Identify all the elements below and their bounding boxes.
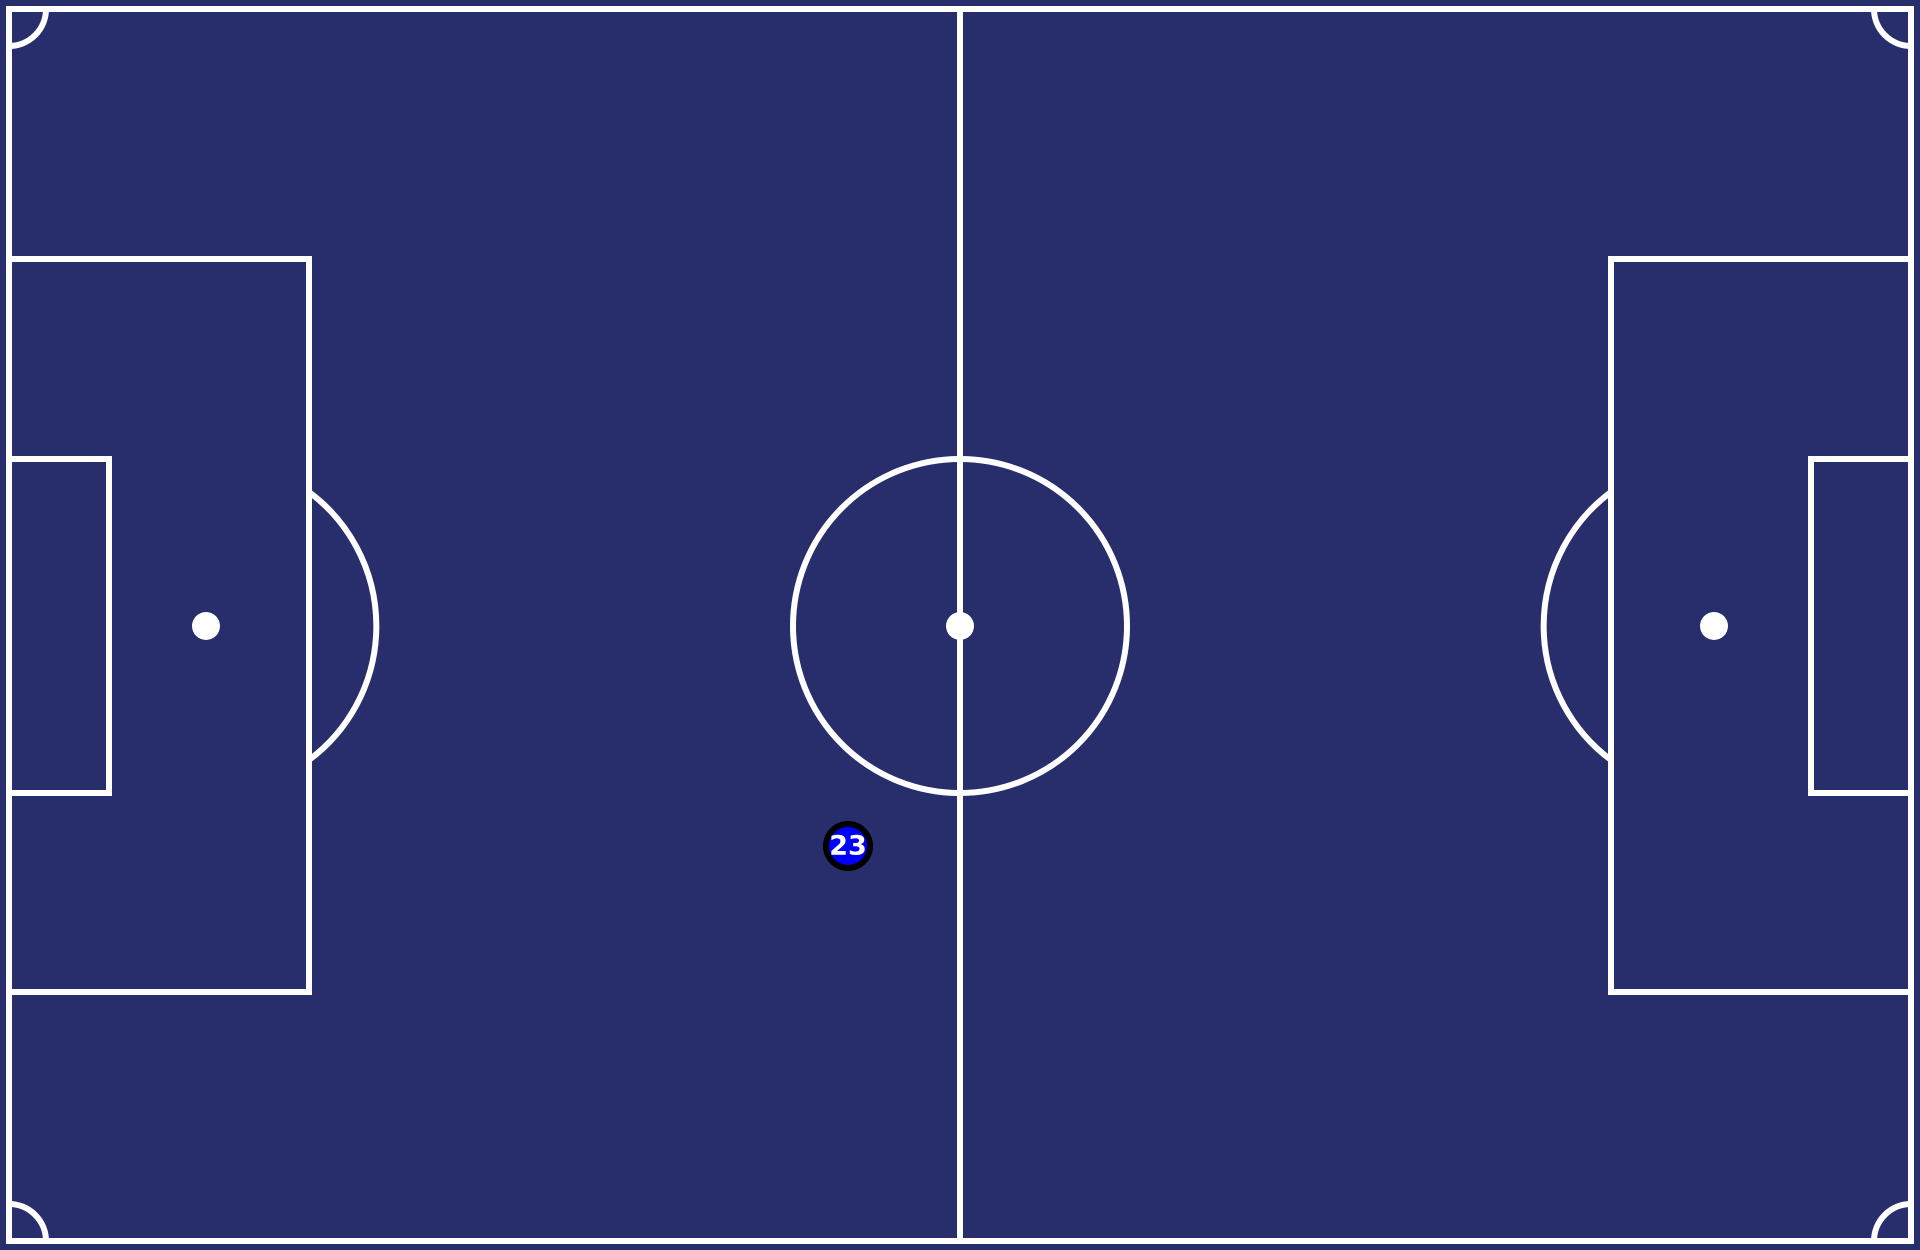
left-goal-area: [6, 456, 112, 796]
corner-arc-top-left: [8, 8, 49, 49]
right-penalty-arc: [1540, 489, 1613, 763]
player-marker[interactable]: 23: [823, 821, 873, 871]
player-number: 23: [829, 831, 867, 862]
corner-arc-bottom-left: [8, 1201, 49, 1242]
right-penalty-spot: [1700, 612, 1728, 640]
center-circle: [790, 456, 1130, 796]
right-goal-area: [1808, 456, 1914, 796]
corner-arc-top-right: [1871, 8, 1912, 49]
left-penalty-spot: [192, 612, 220, 640]
center-spot: [946, 612, 974, 640]
left-penalty-arc: [307, 489, 380, 763]
player-token[interactable]: [823, 821, 873, 871]
corner-arc-bottom-right: [1871, 1201, 1912, 1242]
